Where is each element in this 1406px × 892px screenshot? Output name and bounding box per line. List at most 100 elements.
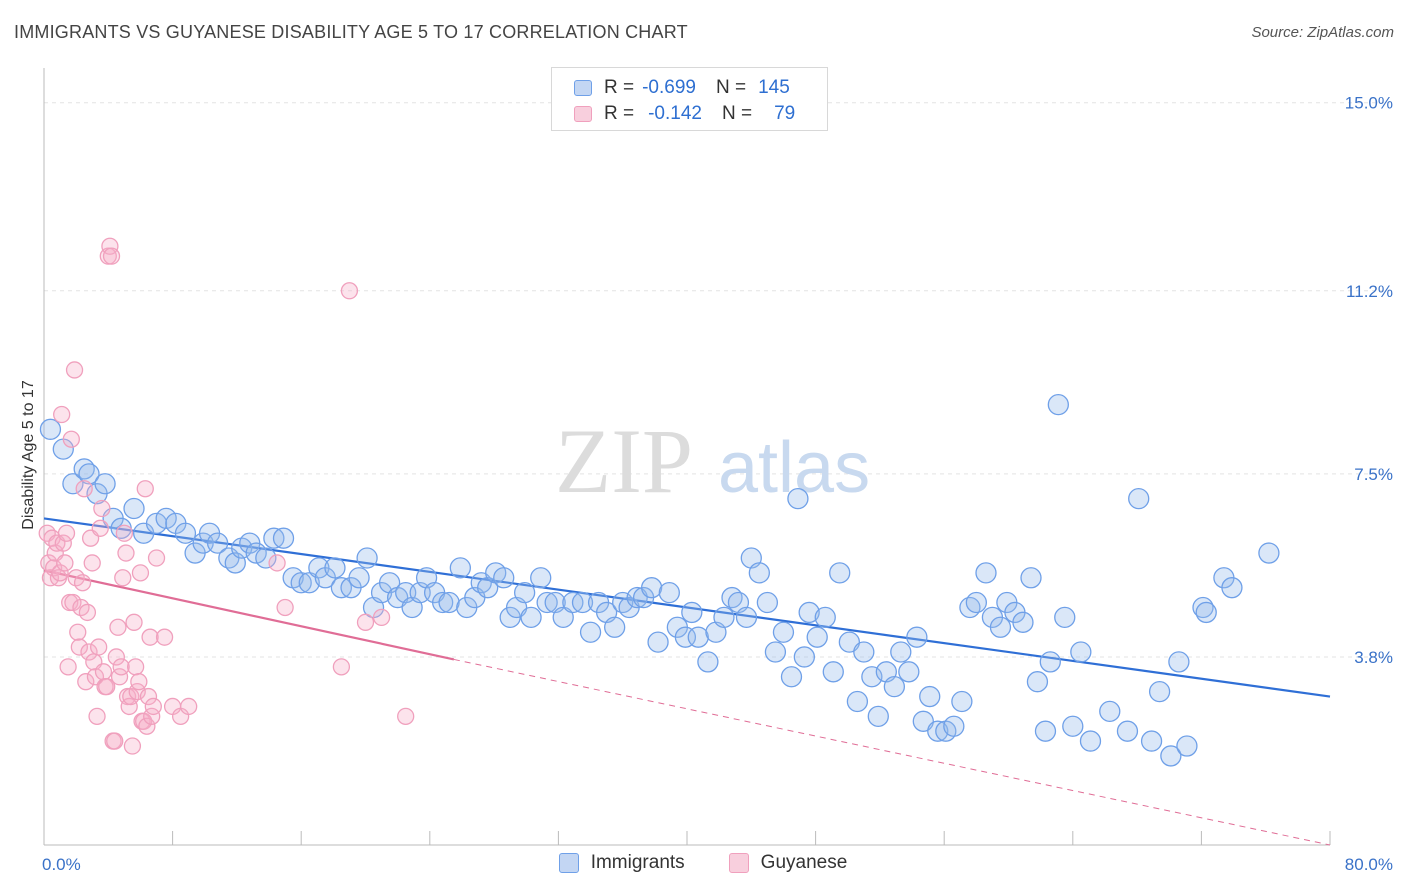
data-point [51, 564, 69, 582]
data-point [139, 687, 158, 706]
data-point [658, 581, 680, 604]
data-point [39, 418, 62, 440]
data-point [272, 527, 295, 549]
data-point [324, 557, 346, 579]
data-point [530, 567, 552, 589]
data-point [94, 663, 113, 681]
data-point [829, 562, 851, 584]
data-point [1221, 577, 1243, 599]
data-point [65, 361, 84, 379]
data-point [93, 499, 111, 518]
data-point [138, 717, 156, 735]
data-point [69, 623, 87, 641]
data-point [806, 626, 828, 648]
series-immigrants [39, 393, 1280, 767]
y-axis-label: Disability Age 5 to 17 [20, 380, 37, 530]
data-point [1168, 651, 1190, 673]
data-point [814, 606, 836, 629]
y-tick-labels: 3.8% 7.5% 11.2% 15.0% [1345, 94, 1393, 667]
data-point [640, 577, 663, 599]
data-point [513, 581, 536, 604]
data-point [1047, 393, 1069, 416]
data-point [432, 591, 454, 614]
data-point [206, 532, 229, 554]
data-point [552, 606, 574, 629]
data-point [70, 638, 89, 656]
data-point [54, 534, 72, 552]
data-point [59, 658, 77, 676]
data-point [536, 591, 558, 614]
data-point [115, 524, 134, 542]
data-point [735, 606, 758, 629]
data-point [626, 586, 648, 609]
data-point [919, 685, 941, 708]
data-point [144, 697, 162, 716]
data-point [798, 601, 820, 624]
series-guyanese [38, 237, 415, 755]
legend-item-guyanese: Guyanese [728, 852, 847, 874]
y-tick-label: 7.5% [1354, 465, 1393, 484]
data-point [780, 666, 803, 688]
data-point [906, 626, 928, 648]
data-point [147, 549, 166, 567]
data-point [1026, 671, 1049, 693]
data-point [764, 641, 787, 663]
data-point [748, 562, 770, 584]
legend-n-label: N = [715, 77, 747, 98]
legend-row-guyanese: R = -0.142 N = 79 [574, 102, 795, 126]
data-point [130, 673, 148, 691]
data-point [123, 737, 142, 755]
data-point [174, 522, 197, 544]
data-point [493, 567, 515, 589]
data-point [57, 524, 76, 542]
data-point [107, 648, 125, 666]
legend-n-label: N = [721, 103, 753, 124]
legend-r-label: R = [604, 77, 635, 98]
data-point [53, 405, 71, 424]
data-point [1099, 700, 1121, 723]
data-point [1116, 720, 1139, 742]
data-point [88, 707, 106, 725]
data-point [604, 616, 626, 638]
data-point [131, 564, 150, 582]
data-point [853, 641, 875, 663]
x-tick-label: 0.0% [42, 855, 81, 874]
data-point [112, 658, 130, 676]
data-point [1195, 601, 1217, 624]
data-point [1140, 730, 1163, 752]
data-point [822, 661, 844, 683]
data-point [98, 678, 116, 696]
legend-row-immigrants: R = -0.699 N = 145 [574, 76, 790, 100]
data-point [1012, 611, 1034, 633]
data-point [268, 554, 286, 572]
legend-swatch-guyanese [574, 106, 592, 122]
legend-swatch-immigrants [558, 853, 579, 873]
data-point [838, 631, 861, 653]
data-point [1176, 735, 1198, 757]
data-point [78, 463, 100, 485]
source-label: Source: ZipAtlas.com [1251, 24, 1394, 41]
data-point [579, 621, 602, 643]
data-point [102, 247, 121, 265]
data-point [80, 643, 98, 661]
legend-n-value: 79 [774, 103, 796, 124]
y-tick-label: 15.0% [1345, 94, 1393, 113]
legend-item-immigrants: Immigrants [558, 852, 685, 874]
y-tick-label: 3.8% [1354, 648, 1393, 667]
data-point [125, 613, 143, 631]
data-point [290, 572, 312, 594]
data-point [180, 697, 198, 716]
data-point [126, 658, 145, 676]
legend-r-value: -0.142 [648, 103, 702, 124]
data-point [255, 547, 277, 569]
data-point [438, 591, 460, 614]
data-point [772, 621, 795, 643]
data-point [989, 616, 1012, 638]
data-point [912, 710, 934, 732]
data-point [332, 658, 351, 676]
data-point [943, 715, 965, 737]
data-point [90, 638, 108, 656]
data-point [713, 606, 735, 629]
data-point [298, 572, 320, 594]
